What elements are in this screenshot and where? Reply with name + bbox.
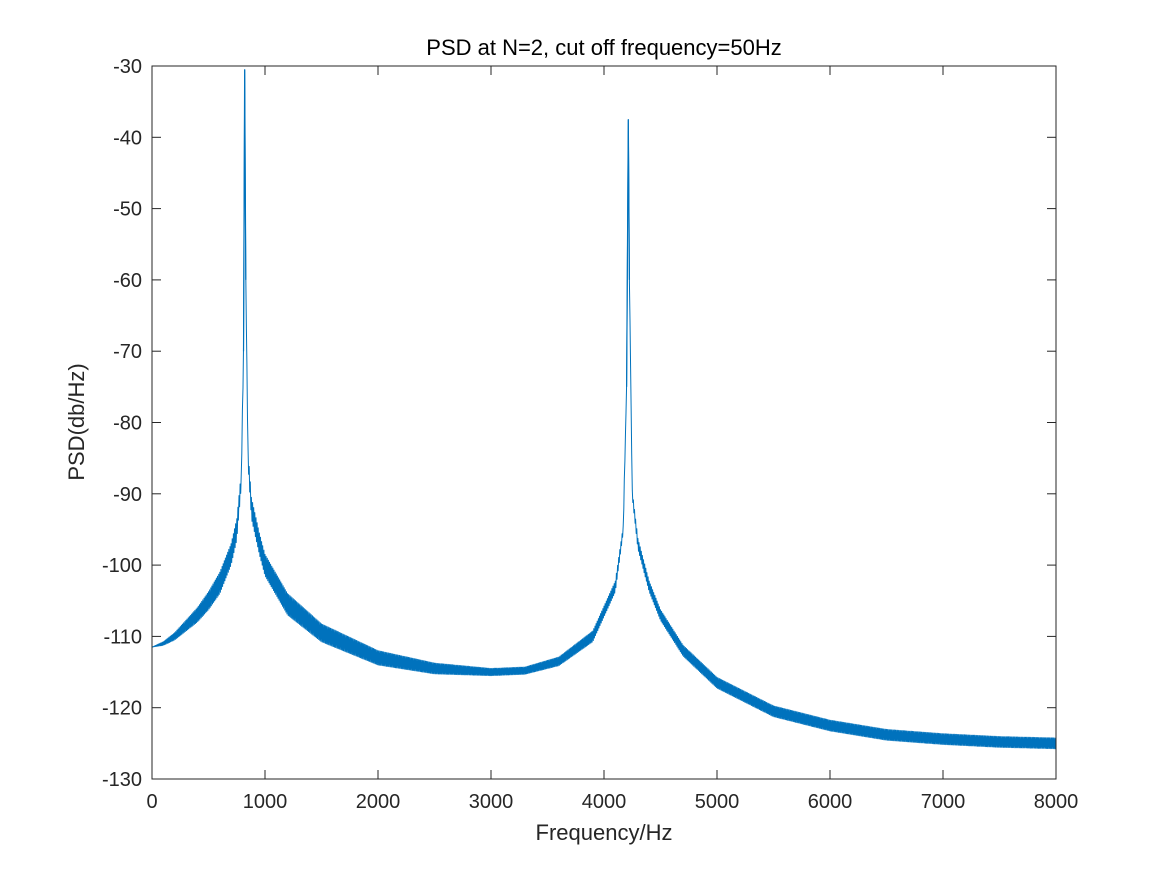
y-tick-label: -60: [113, 270, 142, 292]
x-tick-label: 8000: [1034, 791, 1079, 813]
psd-peak: [625, 119, 631, 387]
y-tick-label: -30: [113, 56, 142, 78]
y-axis: -30 -40 -50 -60 -70 -80 -90 -100 -110 -120 -130: [102, 56, 1056, 791]
y-axis-title: PSD(db/Hz): [64, 363, 89, 480]
psd-peak: [242, 69, 247, 352]
psd-series-line: [151, 69, 1057, 750]
chart-title: PSD at N=2, cut off frequency=50Hz: [426, 35, 781, 60]
x-tick-label: 5000: [695, 791, 740, 813]
x-tick-label: 0: [146, 791, 157, 813]
y-tick-label: -80: [113, 413, 142, 435]
x-tick-label: 2000: [356, 791, 401, 813]
y-tick-label: -100: [102, 555, 142, 577]
x-tick-label: 1000: [243, 791, 288, 813]
y-tick-label: -70: [113, 341, 142, 363]
x-tick-label: 7000: [921, 791, 966, 813]
y-tick-label: -50: [113, 199, 142, 221]
y-tick-label: -120: [102, 698, 142, 720]
y-tick-label: -130: [102, 769, 142, 791]
series-layer: [151, 69, 1057, 750]
x-axis-title: Frequency/Hz: [536, 820, 673, 845]
x-axis: 0 1000 2000 3000 4000 5000 6000 7000 8000: [146, 66, 1078, 813]
y-tick-label: -90: [113, 484, 142, 506]
x-tick-label: 3000: [469, 791, 514, 813]
x-tick-label: 6000: [808, 791, 853, 813]
y-tick-label: -40: [113, 127, 142, 149]
x-tick-label: 4000: [582, 791, 627, 813]
y-tick-label: -110: [103, 626, 142, 648]
plot-background: [152, 66, 1056, 779]
